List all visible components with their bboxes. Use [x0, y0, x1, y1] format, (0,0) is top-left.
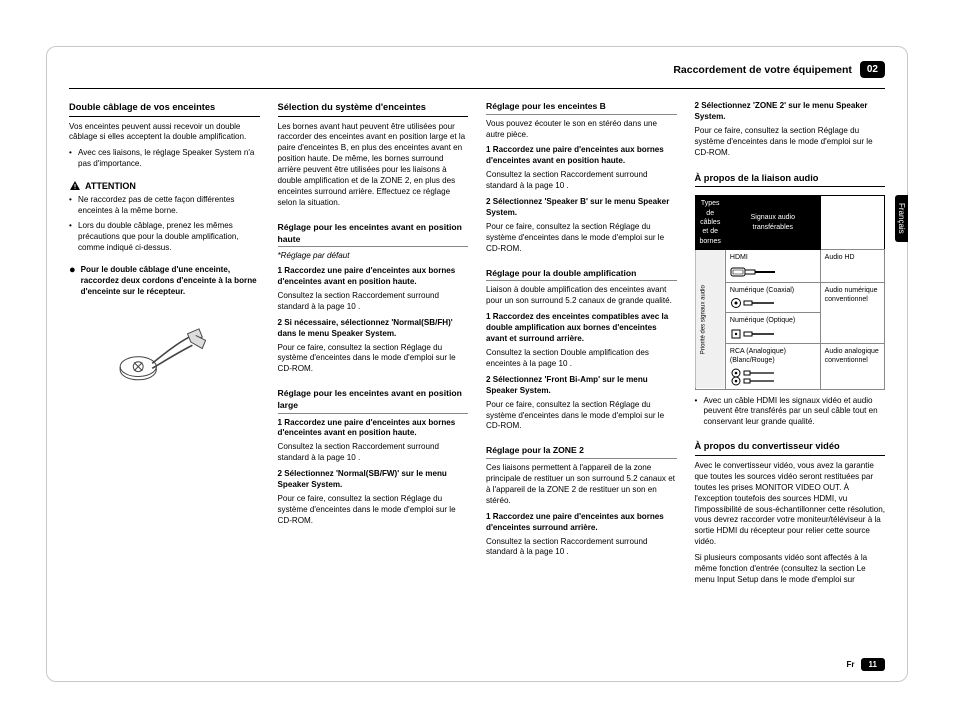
- h4-front-high: Réglage pour les enceintes avant en posi…: [278, 222, 469, 247]
- page-frame: Raccordement de votre équipement 02 Fran…: [46, 46, 908, 682]
- table-header-types: Types de câbles et de bornes: [695, 196, 725, 250]
- b-intro: Vous pouvez écouter le son en stéréo dan…: [486, 119, 677, 141]
- column-4: 2 Sélectionnez 'ZONE 2' sur le menu Spea…: [695, 101, 886, 652]
- h3-audio-link: À propos de la liaison audio: [695, 172, 886, 188]
- signal-analog: Audio analogique conventionnel: [820, 343, 884, 389]
- b-step-1-text: Consultez la section Raccordement surrou…: [486, 170, 677, 192]
- header: Raccordement de votre équipement 02: [69, 61, 885, 78]
- biamp-intro: Liaison à double amplification des encei…: [486, 285, 677, 307]
- h3-biwire: Double câblage de vos enceintes: [69, 101, 260, 117]
- signal-hd: Audio HD: [820, 250, 884, 282]
- optical-connector-icon: [730, 328, 780, 340]
- table-header-signals: Signaux audio transférables: [725, 196, 820, 250]
- biamp-step-1-text: Consultez la section Double amplificatio…: [486, 348, 677, 370]
- biamp-step-2-text: Pour ce faire, consultez la section Régl…: [486, 400, 677, 433]
- column-2: Sélection du système d'enceintes Les bor…: [278, 101, 469, 652]
- high-step-1: 1 Raccordez une paire d'enceintes aux bo…: [278, 266, 469, 288]
- header-title: Raccordement de votre équipement: [673, 64, 852, 76]
- header-rule: [69, 88, 885, 89]
- attn-item-1: Ne raccordez pas de cette façon différen…: [78, 195, 260, 217]
- biamp-step-2: 2 Sélectionnez 'Front Bi-Amp' sur le men…: [486, 375, 677, 397]
- high-step-1-text: Consultez la section Raccordement surrou…: [278, 291, 469, 313]
- cable-optical: Numérique (Optique): [725, 313, 820, 343]
- biwire-note: Avec ces liaisons, le réglage Speaker Sy…: [78, 148, 260, 170]
- language-tab: Français: [895, 195, 908, 242]
- audio-hdmi-note: Avec un câble HDMI les signaux vidéo et …: [704, 396, 886, 429]
- content-columns: Double câblage de vos enceintes Vos ence…: [69, 101, 885, 652]
- high-step-2-text: Pour ce faire, consultez la section Régl…: [278, 343, 469, 376]
- biwire-instruction-text: Pour le double câblage d'une enceinte, r…: [81, 265, 260, 298]
- cable-hdmi: HDMI: [725, 250, 820, 282]
- zone2-step-1-text: Consultez la section Raccordement surrou…: [486, 537, 677, 559]
- attention-label: ATTENTION: [85, 180, 136, 192]
- speaker-wire-illustration: [69, 311, 260, 396]
- cable-coax: Numérique (Coaxial): [725, 282, 820, 312]
- h3-selection: Sélection du système d'enceintes: [278, 101, 469, 117]
- wide-step-1-text: Consultez la section Raccordement surrou…: [278, 442, 469, 464]
- h4-biamp: Réglage pour la double amplification: [486, 268, 677, 282]
- zone2-step-2: 2 Sélectionnez 'ZONE 2' sur le menu Spea…: [695, 101, 886, 123]
- footer-page: 11: [861, 658, 885, 671]
- zone2-step-1: 1 Raccordez une paire d'enceintes aux bo…: [486, 512, 677, 534]
- video-p1: Avec le convertisseur vidéo, vous avez l…: [695, 461, 886, 548]
- warning-icon: [69, 180, 81, 192]
- biwire-instruction: ● Pour le double câblage d'une enceinte,…: [69, 265, 260, 298]
- wide-step-1: 1 Raccordez une paire d'enceintes aux bo…: [278, 418, 469, 440]
- zone2-step-2-text: Pour ce faire, consultez la section Régl…: [695, 126, 886, 159]
- b-step-2: 2 Sélectionnez 'Speaker B' sur le menu S…: [486, 197, 677, 219]
- chapter-badge: 02: [860, 61, 885, 78]
- column-3: Réglage pour les enceintes B Vous pouvez…: [486, 101, 677, 652]
- zone2-intro: Ces liaisons permettent à l'appareil de …: [486, 463, 677, 507]
- wide-step-2: 2 Sélectionnez 'Normal(SB/FW)' sur le me…: [278, 469, 469, 491]
- attn-item-2: Lors du double câblage, prenez les mêmes…: [78, 221, 260, 254]
- video-p2: Si plusieurs composants vidéo sont affec…: [695, 553, 886, 586]
- b-step-2-text: Pour ce faire, consultez la section Régl…: [486, 222, 677, 255]
- h4-speaker-b: Réglage pour les enceintes B: [486, 101, 677, 115]
- column-1: Double câblage de vos enceintes Vos ence…: [69, 101, 260, 652]
- hdmi-connector-icon: [730, 265, 780, 279]
- signal-digital: Audio numérique conventionnel: [820, 282, 884, 343]
- high-default-note: *Réglage par défaut: [278, 251, 469, 262]
- bullet-icon: ●: [69, 265, 76, 298]
- h3-video-converter: À propos du convertisseur vidéo: [695, 440, 886, 456]
- selection-intro: Les bornes avant haut peuvent être utili…: [278, 122, 469, 209]
- audio-cable-table: Types de câbles et de bornes Signaux aud…: [695, 195, 886, 389]
- wide-step-2-text: Pour ce faire, consultez la section Régl…: [278, 494, 469, 527]
- h4-front-wide: Réglage pour les enceintes avant en posi…: [278, 388, 469, 413]
- rca-connector-icon: [730, 368, 780, 386]
- priority-label: Priorité des signaux audio: [695, 250, 725, 389]
- cable-rca: RCA (Analogique) (Blanc/Rouge): [725, 343, 820, 389]
- footer-lang: Fr: [847, 660, 855, 669]
- attention-heading: ATTENTION: [69, 180, 260, 192]
- biwire-intro: Vos enceintes peuvent aussi recevoir un …: [69, 122, 260, 144]
- high-step-2: 2 Si nécessaire, sélectionnez 'Normal(SB…: [278, 318, 469, 340]
- biamp-step-1: 1 Raccordez des enceintes compatibles av…: [486, 312, 677, 345]
- b-step-1: 1 Raccordez une paire d'enceintes aux bo…: [486, 145, 677, 167]
- page-footer: Fr 11: [69, 658, 885, 671]
- h4-zone2: Réglage pour la ZONE 2: [486, 445, 677, 459]
- coax-connector-icon: [730, 297, 780, 309]
